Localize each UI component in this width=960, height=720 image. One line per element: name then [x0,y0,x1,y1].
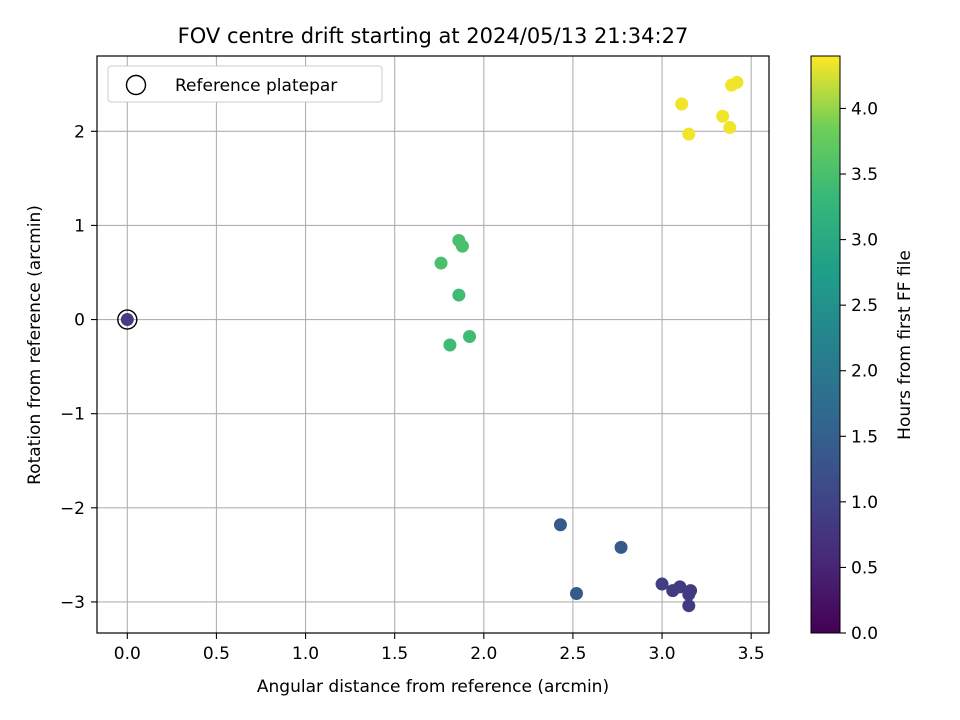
data-point [434,256,448,270]
colorbar-label: Hours from first FF file [895,250,915,440]
data-point [569,586,583,600]
colorbar-tick-label: 2.5 [851,296,878,316]
data-point [455,239,469,253]
chart-title: FOV centre drift starting at 2024/05/13 … [178,24,689,48]
colorbar-tick-label: 0.5 [851,558,878,578]
data-points [117,75,744,613]
y-tick-label: 2 [74,122,85,142]
x-axis-ticks: 0.0 0.5 1.0 1.5 2.0 2.5 3.0 3.5 [114,633,765,664]
legend: Reference platepar [107,65,383,103]
colorbar-tick-label: 1.5 [851,427,878,447]
x-tick-label: 1.0 [292,644,319,664]
colorbar-gradient [810,55,841,634]
colorbar-tick-label: 4.0 [851,99,878,119]
grid [97,56,769,633]
x-tick-label: 3.0 [649,644,676,664]
data-point [614,540,628,554]
y-tick-label: 1 [74,216,85,236]
x-axis-label: Angular distance from reference (arcmin) [257,677,609,697]
data-point [120,313,134,327]
y-tick-label: −2 [60,499,85,519]
colorbar-tick-label: 1.0 [851,493,878,513]
data-point [452,288,466,302]
data-point [723,121,737,135]
data-point [675,97,689,111]
x-tick-label: 2.5 [559,644,586,664]
colorbar-tick-label: 0.0 [851,624,878,644]
legend-box [107,65,383,103]
colorbar-tick-label: 3.5 [851,165,878,185]
y-tick-label: 0 [74,311,85,331]
data-point [655,577,669,591]
data-point [666,584,680,598]
data-point [682,587,696,601]
data-point [463,329,477,343]
data-point [553,518,567,532]
legend-label: Reference platepar [175,76,337,96]
y-axis-label: Rotation from reference (arcmin) [25,205,45,485]
x-tick-label: 1.5 [381,644,408,664]
data-point [443,338,457,352]
x-tick-label: 0.0 [114,644,141,664]
x-tick-label: 3.5 [738,644,765,664]
colorbar: 0.0 0.5 1.0 1.5 2.0 2.5 3.0 3.5 4.0 Hours from f… [810,55,915,644]
data-point [730,75,744,89]
legend-marker-open-circle-icon [125,74,147,96]
colorbar-tick-label: 2.0 [851,362,878,382]
y-axis-ticks: −3 −2 −1 0 1 2 [60,122,97,613]
colorbar-ticks: 0.0 0.5 1.0 1.5 2.0 2.5 3.0 3.5 4.0 [840,99,878,644]
y-tick-label: −1 [60,405,85,425]
x-tick-label: 0.5 [203,644,230,664]
x-tick-label: 2.0 [470,644,497,664]
data-point [682,127,696,141]
data-point [682,599,696,613]
reference-platepar-marker [117,309,138,330]
colorbar-tick-label: 3.0 [851,231,878,251]
y-tick-label: −3 [60,593,85,613]
data-point [716,109,730,123]
plot-frame [96,55,770,634]
